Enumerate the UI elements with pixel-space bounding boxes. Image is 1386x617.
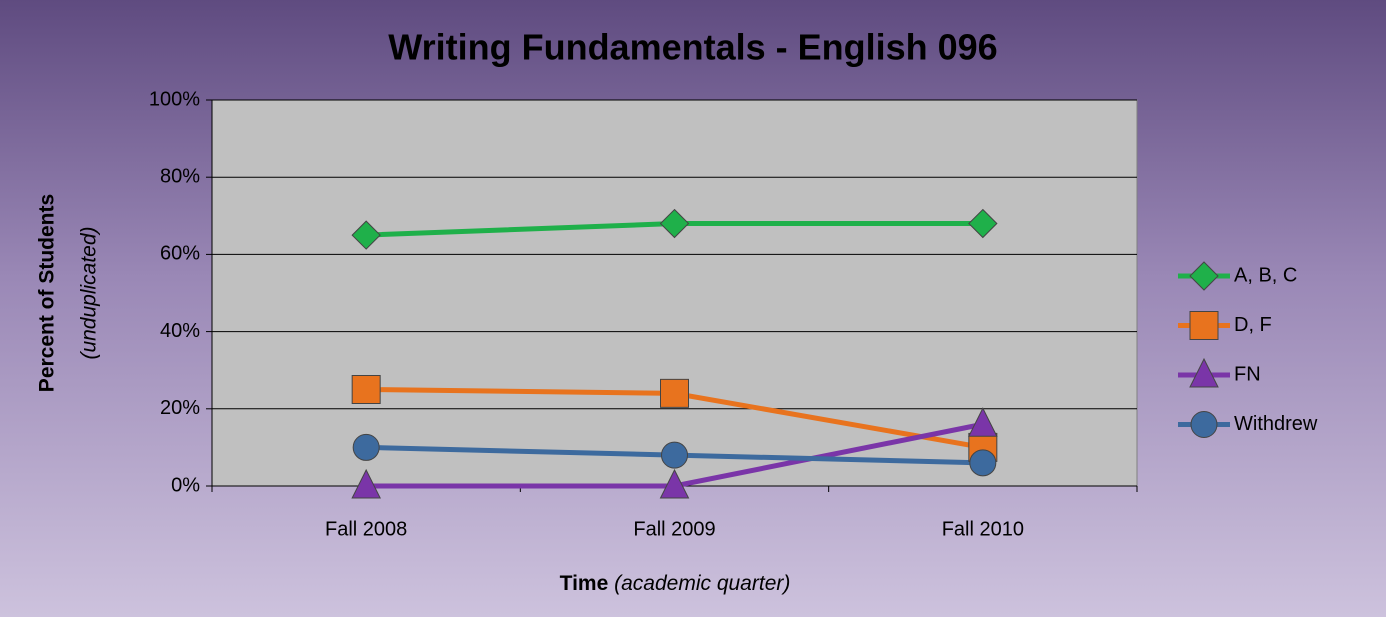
legend-marker — [1189, 311, 1219, 340]
data-point — [969, 449, 997, 477]
y-axis-title: Percent of Students — [36, 194, 59, 392]
legend-label: FN — [1234, 363, 1261, 385]
data-point — [659, 468, 690, 499]
data-point — [351, 375, 381, 404]
data-point — [351, 220, 381, 250]
y-tick-label: 80% — [160, 165, 200, 187]
legend-label: Withdrew — [1234, 413, 1318, 435]
x-axis-note: (academic quarter) — [614, 572, 790, 595]
y-tick-label: 60% — [160, 243, 200, 265]
data-point — [968, 208, 998, 239]
x-tick-label: Fall 2009 — [633, 518, 715, 540]
legend-label: D, F — [1234, 314, 1272, 336]
y-tick-label: 100% — [149, 88, 200, 110]
y-axis-note: (unduplicated) — [78, 226, 101, 359]
y-tick-label: 40% — [160, 320, 200, 342]
y-tick-label: 20% — [160, 397, 200, 419]
data-point — [661, 441, 688, 469]
chart-title: Writing Fundamentals - English 096 — [388, 27, 997, 68]
data-point — [660, 378, 689, 408]
data-point — [968, 407, 998, 437]
data-point — [659, 208, 690, 239]
legend-marker — [1189, 357, 1219, 388]
data-point — [352, 433, 380, 461]
plot-area — [211, 99, 1138, 487]
x-tick-label: Fall 2010 — [942, 518, 1024, 540]
x-axis-label: Time — [560, 572, 609, 595]
x-axis-title: Time (academic quarter) — [560, 572, 791, 595]
y-tick-label: 0% — [171, 474, 200, 496]
x-tick-label: Fall 2008 — [325, 518, 407, 540]
legend-label: A, B, C — [1234, 264, 1297, 286]
legend-marker — [1189, 261, 1219, 291]
data-point — [351, 468, 381, 499]
legend-marker — [1190, 411, 1218, 438]
